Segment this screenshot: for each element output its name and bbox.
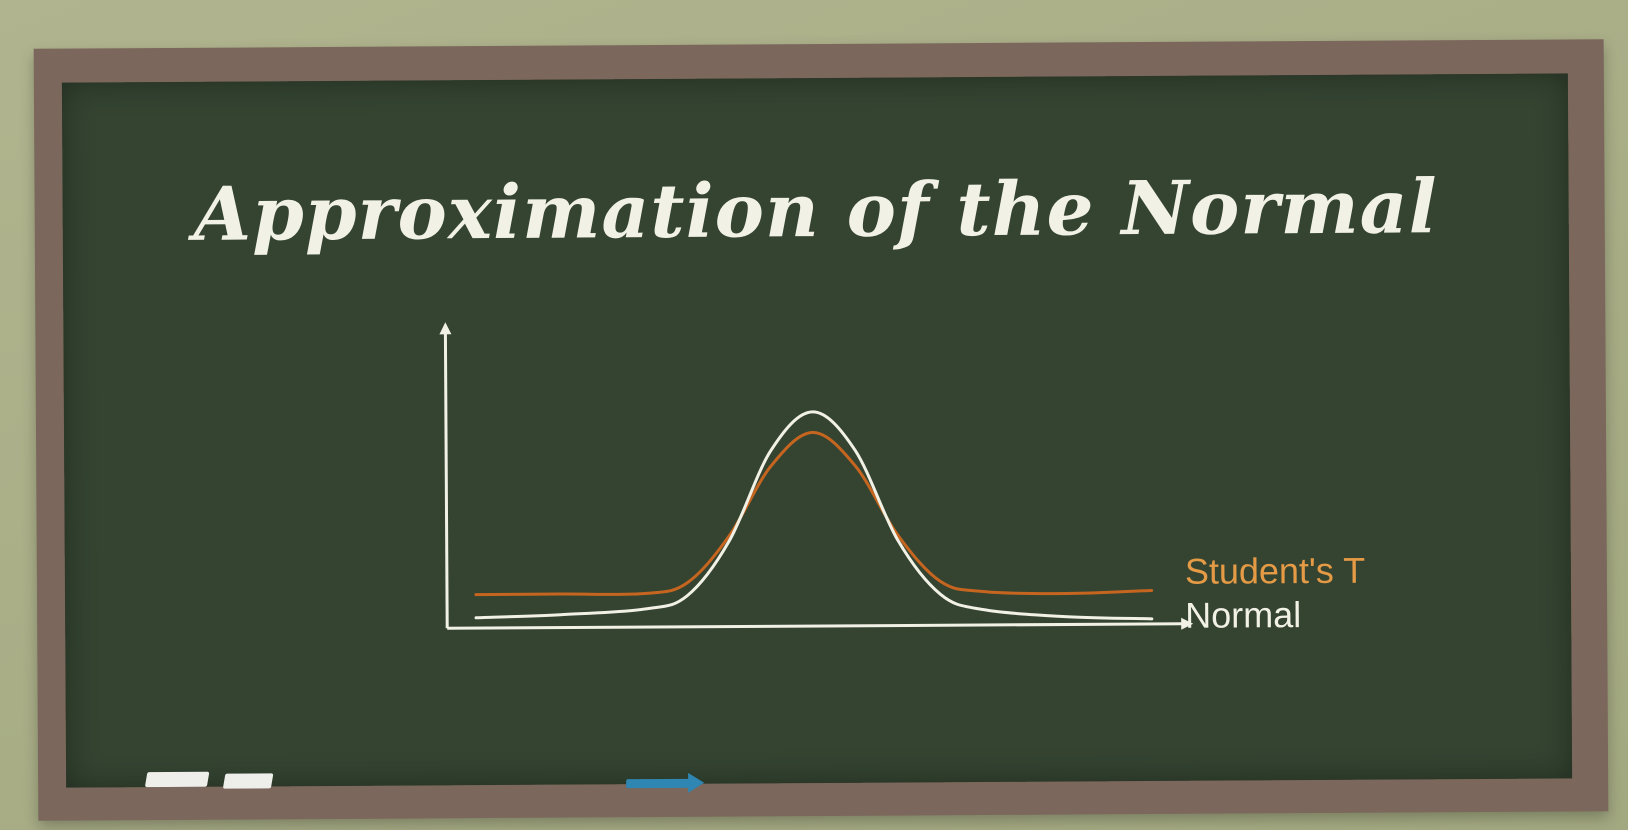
y-axis-arrow-icon [439,322,452,335]
chalk-piece [144,771,210,788]
subtitle-strip [0,818,1628,830]
chart-axes [439,322,1194,630]
marker-icon [626,778,691,789]
series-line-student-s-t [474,431,1154,597]
series-group [474,410,1154,621]
y-axis [443,332,449,629]
x-axis [447,622,1184,630]
chalk-piece [222,773,274,789]
legend-label-normal: Normal [1185,594,1301,636]
legend-label-student-s-t: Student's T [1185,550,1366,592]
x-axis-arrow-icon [1181,617,1194,630]
series-line-normal [474,410,1154,621]
